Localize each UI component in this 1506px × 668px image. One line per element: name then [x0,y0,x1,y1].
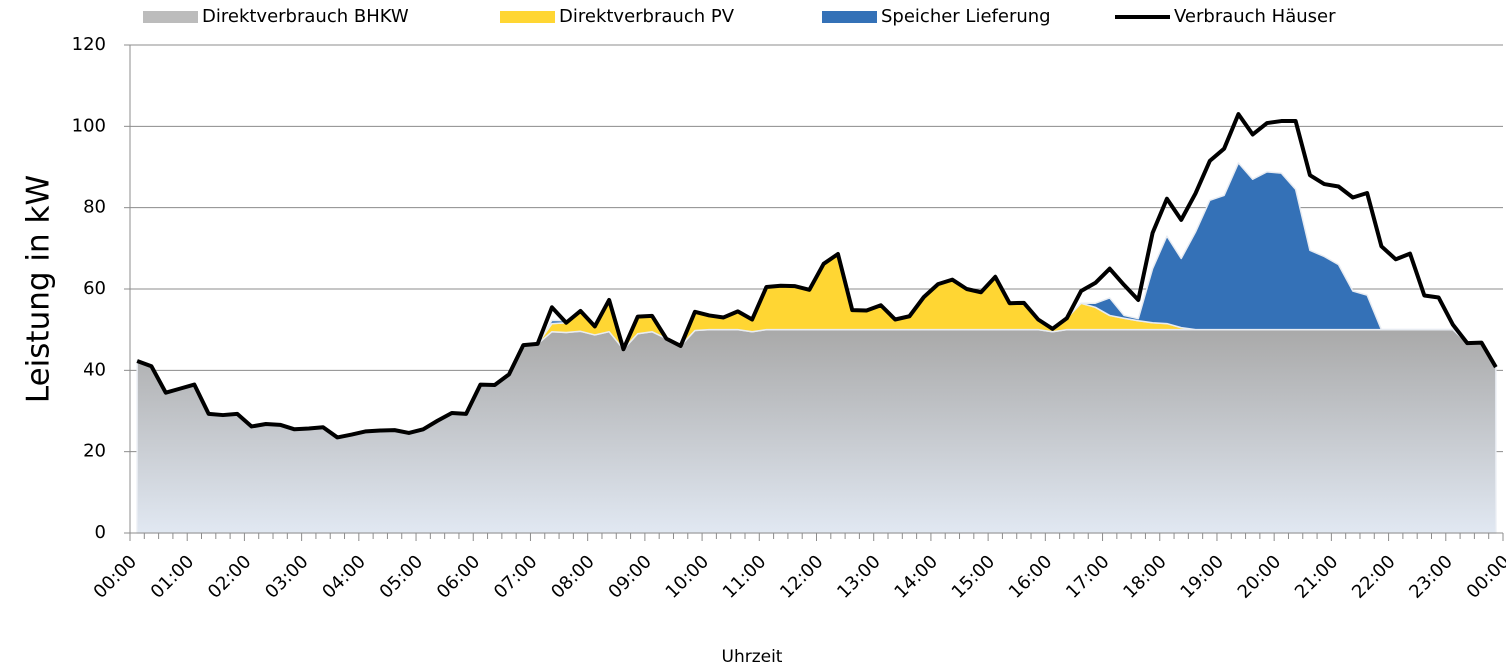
x-tick-label: 06:00 [433,551,485,603]
x-tick-label: 10:00 [662,551,714,603]
x-tick-label: 01:00 [147,551,199,603]
x-tick-label: 18:00 [1119,551,1171,603]
x-tick-label: 03:00 [261,551,313,603]
y-tick-label: 20 [83,441,106,462]
x-tick-label: 05:00 [376,551,428,603]
x-tick-label: 19:00 [1176,551,1228,603]
x-tick-label: 12:00 [776,551,828,603]
x-tick-label: 23:00 [1405,551,1457,603]
legend-swatch [500,11,555,23]
x-axis-title: Uhrzeit [722,647,783,667]
y-tick-label: 60 [83,278,106,299]
area [136,328,1497,534]
x-tick-label: 00:00 [1463,551,1506,603]
y-tick-label: 100 [72,115,106,136]
x-tick-label: 07:00 [490,551,542,603]
legend-label: Verbrauch Häuser [1174,6,1336,27]
x-tick-label: 15:00 [948,551,1000,603]
x-tick-label: 02:00 [204,551,256,603]
x-tick-label: 22:00 [1348,551,1400,603]
y-tick-label: 40 [83,359,106,380]
y-tick-label: 120 [72,34,106,55]
x-tick-label: 09:00 [604,551,656,603]
line [136,112,1498,440]
legend-swatch [143,11,198,23]
x-tick-label: 21:00 [1291,551,1343,603]
x-tick-label: 04:00 [318,551,370,603]
x-tick-label: 20:00 [1234,551,1286,603]
y-tick-label: 80 [83,197,106,218]
y-axis-title: Leistung in kW [21,175,57,403]
x-tick-label: 00:00 [90,551,142,603]
x-tick-label: 11:00 [719,551,771,603]
x-tick-label: 08:00 [547,551,599,603]
x-tick-label: 17:00 [1062,551,1114,603]
x-tick-label: 16:00 [1005,551,1057,603]
legend-label: Direktverbrauch PV [559,6,735,27]
y-tick-label: 0 [95,522,106,543]
x-tick-label: 14:00 [890,551,942,603]
x-tick-label: 13:00 [833,551,885,603]
legend-label: Direktverbrauch BHKW [202,6,409,27]
legend-label: Speicher Lieferung [881,6,1051,27]
legend-swatch [822,11,877,23]
